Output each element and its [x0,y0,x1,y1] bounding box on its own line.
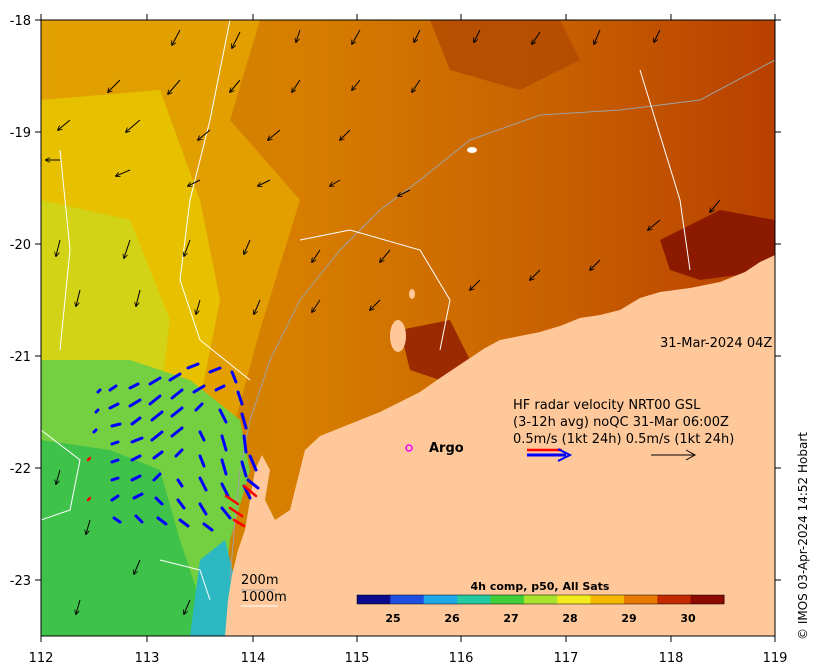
hf-radar-vectors-strong [86,456,258,528]
y-tick-label: -22 [10,462,31,477]
sst-cool-region [41,440,210,636]
legend-radar-arrow [527,448,573,462]
colorbar-segment [490,595,525,604]
island [467,147,477,153]
colorbar-tick: 29 [621,612,636,625]
x-tick-label: 115 [345,651,370,666]
colorbar-segment [657,595,692,604]
colorbar-frame [356,594,725,605]
x-tick-label: 112 [29,651,54,666]
legend-model-arrow [651,449,697,461]
legend-line-3: 0.5m/s (1kt 24h) 0.5m/s (1kt 24h) [513,432,734,447]
colorbar-segment [423,595,458,604]
colorbar-tick: 28 [562,612,577,625]
bathy-contour-outer [41,429,211,601]
colorbar-tick: 26 [444,612,460,625]
y-tick-label: -18 [10,14,31,29]
y-axis [35,19,781,581]
legend-line-1: HF radar velocity NRT00 GSL [513,398,701,413]
x-tick-label: 113 [135,651,160,666]
sst-hot-patch-coast [400,320,470,380]
bathy-1000m-label: 1000m [241,590,287,605]
colorbar-segment [557,595,592,604]
x-tick-label: 116 [449,651,474,666]
credit-text: © IMOS 03-Apr-2024 14:52 Hobart [796,432,810,640]
colorbar-segment [357,595,391,604]
colorbar-segment [590,595,625,604]
bathy-200m-label: 200m [241,573,278,588]
hf-radar-vectors [92,362,260,532]
colorbar-segment [390,595,425,604]
legend-line-2: (3-12h avg) noQC 31-Mar 06:00Z [513,415,729,430]
colorbar-segment [523,595,558,604]
y-tick-label: -23 [10,574,31,589]
colorbar-title: 4h comp, p50, All Sats [471,580,610,593]
colorbar-segment [457,595,491,604]
island [390,320,406,352]
colorbar-tick: 30 [680,612,696,625]
x-tick-label: 119 [763,651,788,666]
land [225,255,775,636]
bathy-contour-1000m [59,20,691,381]
y-tick-label: -20 [10,238,31,253]
colorbar-tick: 27 [503,612,518,625]
x-tick-label: 118 [659,651,684,666]
plot-frame [40,19,776,637]
timestamp-label: 31-Mar-2024 04Z [660,336,772,351]
model-current-arrows [46,29,721,614]
colorbar-tick: 25 [385,612,400,625]
sst-hot-patch-north [430,20,580,90]
x-tick-label: 114 [241,651,266,666]
island [409,289,415,299]
y-tick-label: -21 [10,350,31,365]
x-tick-label: 117 [554,651,579,666]
argo-marker [405,444,413,452]
x-axis [40,14,776,642]
argo-label: Argo [429,441,464,456]
y-tick-label: -19 [10,126,31,141]
colorbar-segment [623,595,658,604]
colorbar [357,595,725,604]
colorbar-segment [690,595,725,604]
